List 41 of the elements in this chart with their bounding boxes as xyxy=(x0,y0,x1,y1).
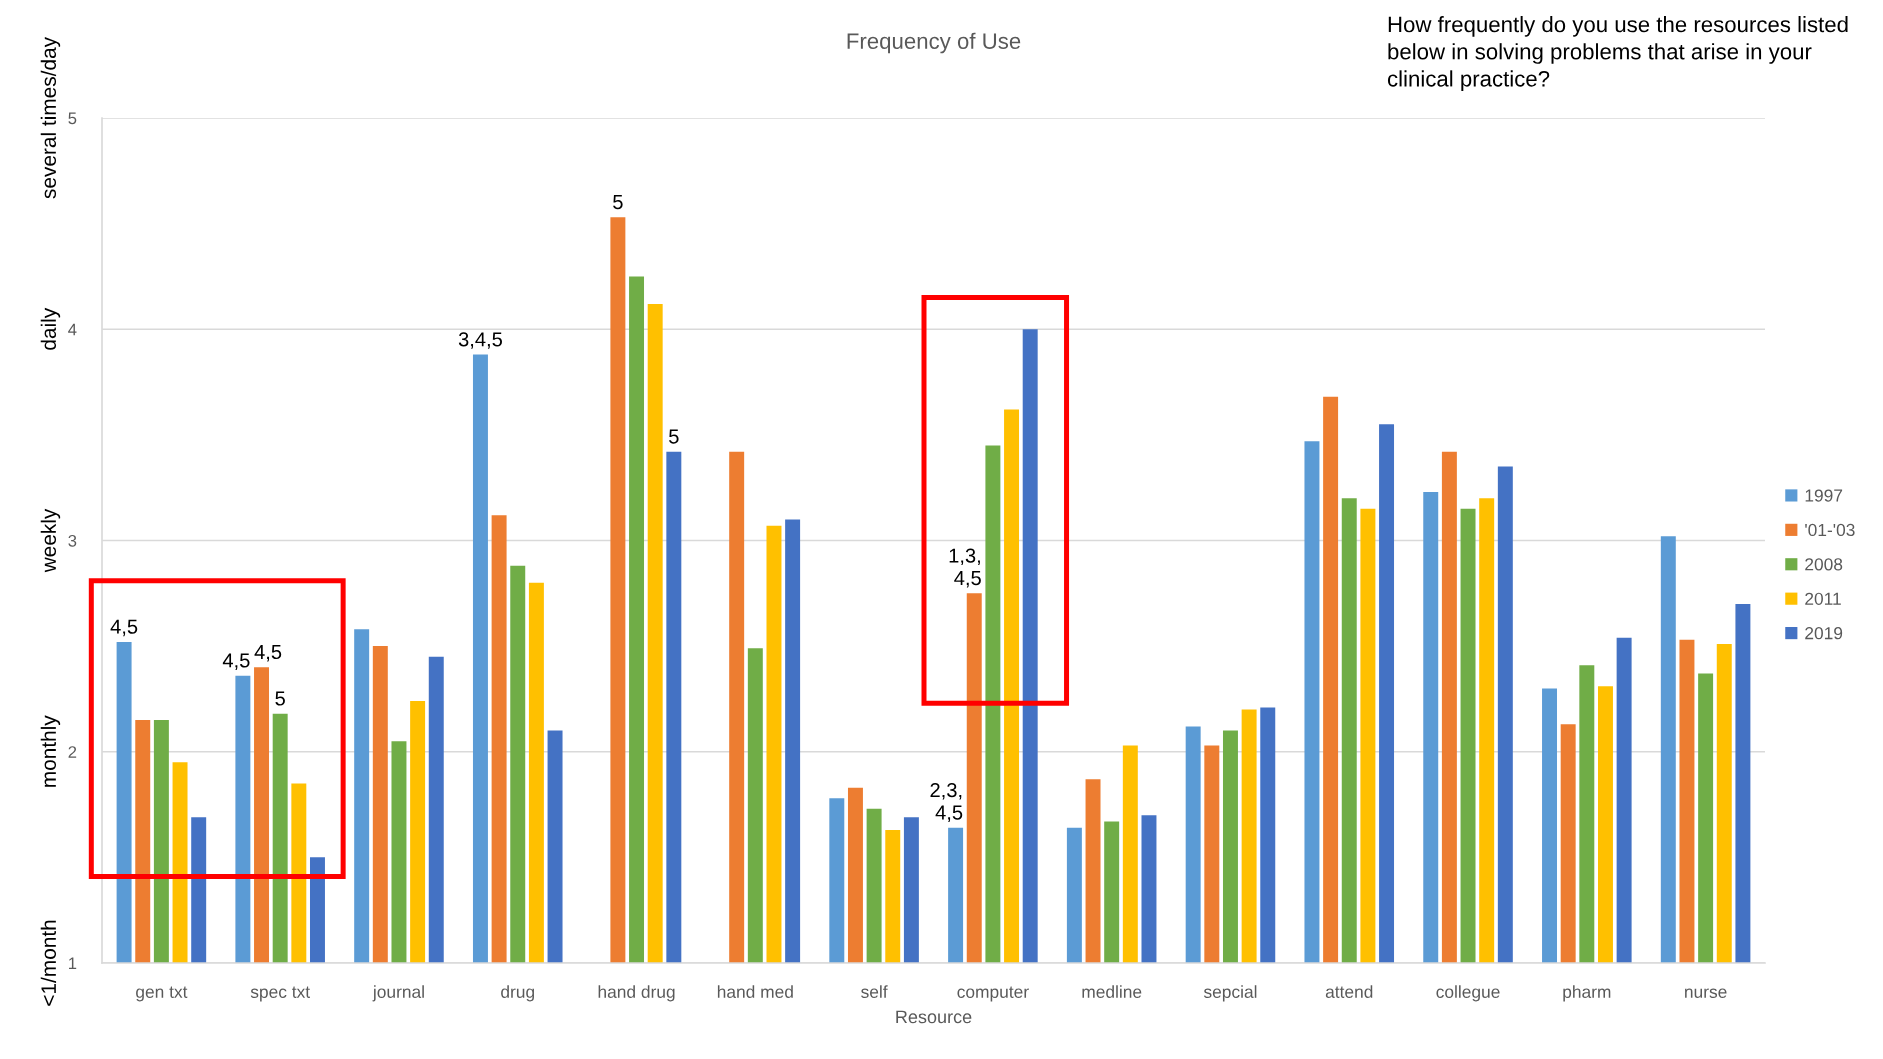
y-tick-label: 2 xyxy=(68,746,77,758)
legend-label: 1997 xyxy=(1805,489,1843,502)
annotation: 2,3, 4,5 xyxy=(930,782,963,823)
y-tick-label: 5 xyxy=(68,112,77,125)
x-tick-label: nurse xyxy=(1685,988,1727,998)
annotation: 3,4,5 xyxy=(458,332,502,349)
text: daily xyxy=(40,307,61,350)
text: <1/month xyxy=(40,920,57,1006)
x-tick-label: collegue xyxy=(1436,985,1500,1002)
x-tick-label: medline xyxy=(1082,985,1142,998)
legend-label: 2008 xyxy=(1805,558,1843,571)
annotation: 4,5 xyxy=(222,653,250,670)
annotation: 5 xyxy=(669,429,679,444)
x-tick-label: sepcial xyxy=(1203,985,1257,1002)
x-tick-label: spec txt xyxy=(250,986,310,1002)
chart-title: Frequency of Use xyxy=(847,32,1021,54)
x-axis-title: Resource xyxy=(896,1010,972,1024)
annotation: 4,5 xyxy=(110,619,138,637)
x-tick-label: self xyxy=(861,985,888,998)
x-tick-label: gen txt xyxy=(136,986,188,1002)
legend-label: 2011 xyxy=(1805,592,1841,605)
x-tick-label: drug xyxy=(501,985,535,1002)
x-tick-label: journal xyxy=(372,985,424,1002)
text: How frequently do you use the resources listed below in solving problems that arise in your clinical practice? xyxy=(1387,16,1848,92)
y-tick-label: 4 xyxy=(68,323,77,336)
text: monthly xyxy=(40,715,61,787)
text: several times/day xyxy=(40,36,61,199)
legend-label: 2019 xyxy=(1805,627,1843,640)
x-tick-label: computer xyxy=(957,986,1029,1002)
legend-label: '01-'03 xyxy=(1805,523,1855,537)
x-tick-label: hand med xyxy=(717,985,793,998)
text: weekly xyxy=(40,508,61,573)
y-tick-label: 3 xyxy=(68,534,77,547)
x-tick-label: hand drug xyxy=(598,985,675,1002)
annotation: 1,3, 4,5 xyxy=(949,548,981,588)
x-tick-label: pharm xyxy=(1563,985,1611,1002)
y-tick-label: 1 xyxy=(69,957,77,970)
annotation: 5 xyxy=(275,691,285,706)
x-tick-label: attend xyxy=(1325,985,1373,998)
annotation: 5 xyxy=(613,195,623,210)
annotation: 4,5 xyxy=(254,645,282,662)
